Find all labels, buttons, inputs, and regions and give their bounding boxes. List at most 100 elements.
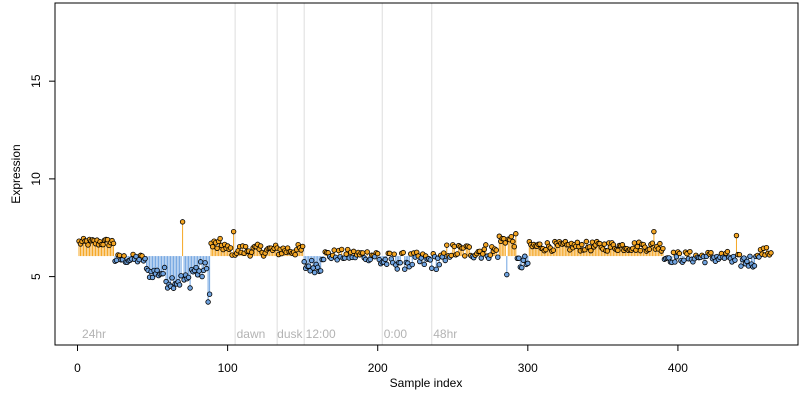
point-84 — [202, 260, 208, 266]
point-445 — [744, 258, 750, 265]
point-153 — [305, 263, 312, 269]
point-155 — [308, 257, 315, 264]
point-85 — [203, 265, 210, 272]
point-437 — [732, 257, 738, 263]
point-250 — [451, 243, 457, 250]
point-101 — [227, 245, 234, 251]
y-tick-label-0: 5 — [29, 273, 43, 280]
point-458 — [763, 244, 770, 251]
point-407 — [687, 248, 693, 255]
point-57 — [161, 264, 168, 271]
point-398 — [673, 254, 680, 260]
point-352 — [604, 248, 611, 254]
point-291 — [513, 231, 519, 237]
y-axis: 5 10 15 — [29, 74, 56, 280]
point-271 — [483, 242, 489, 248]
point-389 — [660, 245, 666, 252]
point-80 — [196, 268, 202, 274]
point-295 — [519, 264, 525, 271]
point-293 — [516, 255, 522, 261]
point-335 — [579, 241, 585, 248]
point-74 — [187, 285, 193, 291]
point-73 — [185, 274, 192, 281]
x-tick-label-4: 400 — [668, 361, 688, 375]
point-121 — [257, 243, 264, 249]
point-207 — [387, 250, 393, 257]
point-25 — [113, 257, 120, 263]
point-56 — [160, 270, 166, 277]
point-82 — [199, 273, 205, 280]
point-285 — [504, 271, 510, 278]
point-297 — [522, 253, 528, 259]
point-81 — [197, 259, 204, 265]
point-278 — [493, 247, 499, 253]
point-248 — [448, 252, 454, 259]
point-243 — [441, 250, 447, 256]
point-204 — [382, 256, 388, 263]
point-189 — [360, 250, 366, 256]
point-67 — [176, 282, 183, 288]
point-157 — [311, 269, 318, 276]
point-23 — [110, 240, 117, 247]
point-87 — [206, 291, 213, 297]
point-63 — [170, 285, 177, 291]
point-217 — [402, 266, 408, 272]
point-374 — [637, 247, 644, 254]
point-235 — [429, 265, 435, 271]
point-111 — [242, 243, 249, 250]
point-150 — [301, 259, 307, 265]
point-230 — [421, 261, 427, 268]
y-axis-label: Expression — [9, 144, 23, 203]
point-430 — [721, 255, 728, 261]
point-234 — [427, 257, 433, 263]
point-362 — [619, 242, 626, 248]
point-163 — [320, 256, 327, 263]
annotation-2: dusk — [277, 327, 303, 341]
point-359 — [615, 247, 621, 254]
point-86 — [205, 299, 211, 305]
point-421 — [708, 250, 714, 256]
point-89 — [209, 244, 216, 250]
point-443 — [741, 255, 747, 261]
point-44 — [142, 255, 148, 262]
point-450 — [751, 263, 758, 269]
point-270 — [481, 246, 487, 252]
point-244 — [442, 257, 448, 264]
annotation-1: dawn — [237, 327, 266, 341]
point-461 — [768, 250, 774, 256]
point-199 — [375, 250, 381, 257]
point-288 — [508, 233, 515, 240]
point-103 — [230, 228, 237, 235]
point-30 — [121, 253, 127, 259]
guide-lines — [234, 3, 433, 345]
point-274 — [487, 252, 493, 258]
point-279 — [495, 254, 501, 260]
point-332 — [574, 239, 581, 246]
point-311 — [543, 246, 549, 253]
point-210 — [391, 251, 397, 257]
x-tick-label-1: 100 — [218, 361, 238, 375]
data-points — [76, 219, 774, 305]
point-400 — [676, 250, 683, 257]
point-49 — [149, 274, 156, 281]
point-222 — [409, 261, 415, 268]
point-214 — [397, 260, 403, 266]
point-269 — [480, 251, 486, 257]
point-382 — [649, 240, 656, 246]
point-94 — [217, 235, 223, 242]
point-252 — [454, 251, 460, 257]
point-161 — [317, 268, 324, 274]
plot-frame — [54, 2, 799, 346]
y-tick-label-2: 15 — [29, 74, 43, 88]
point-383 — [651, 228, 657, 235]
point-387 — [657, 240, 663, 247]
point-62 — [169, 275, 175, 281]
point-260 — [466, 244, 472, 250]
point-69 — [179, 219, 186, 225]
point-432 — [724, 248, 731, 255]
point-240 — [436, 261, 442, 268]
point-52 — [154, 267, 160, 274]
annotation-labels: 24hr dawn dusk 12:00 0:00 48hr — [82, 327, 457, 341]
annotation-4: 0:00 — [384, 327, 408, 341]
point-178 — [343, 251, 349, 257]
